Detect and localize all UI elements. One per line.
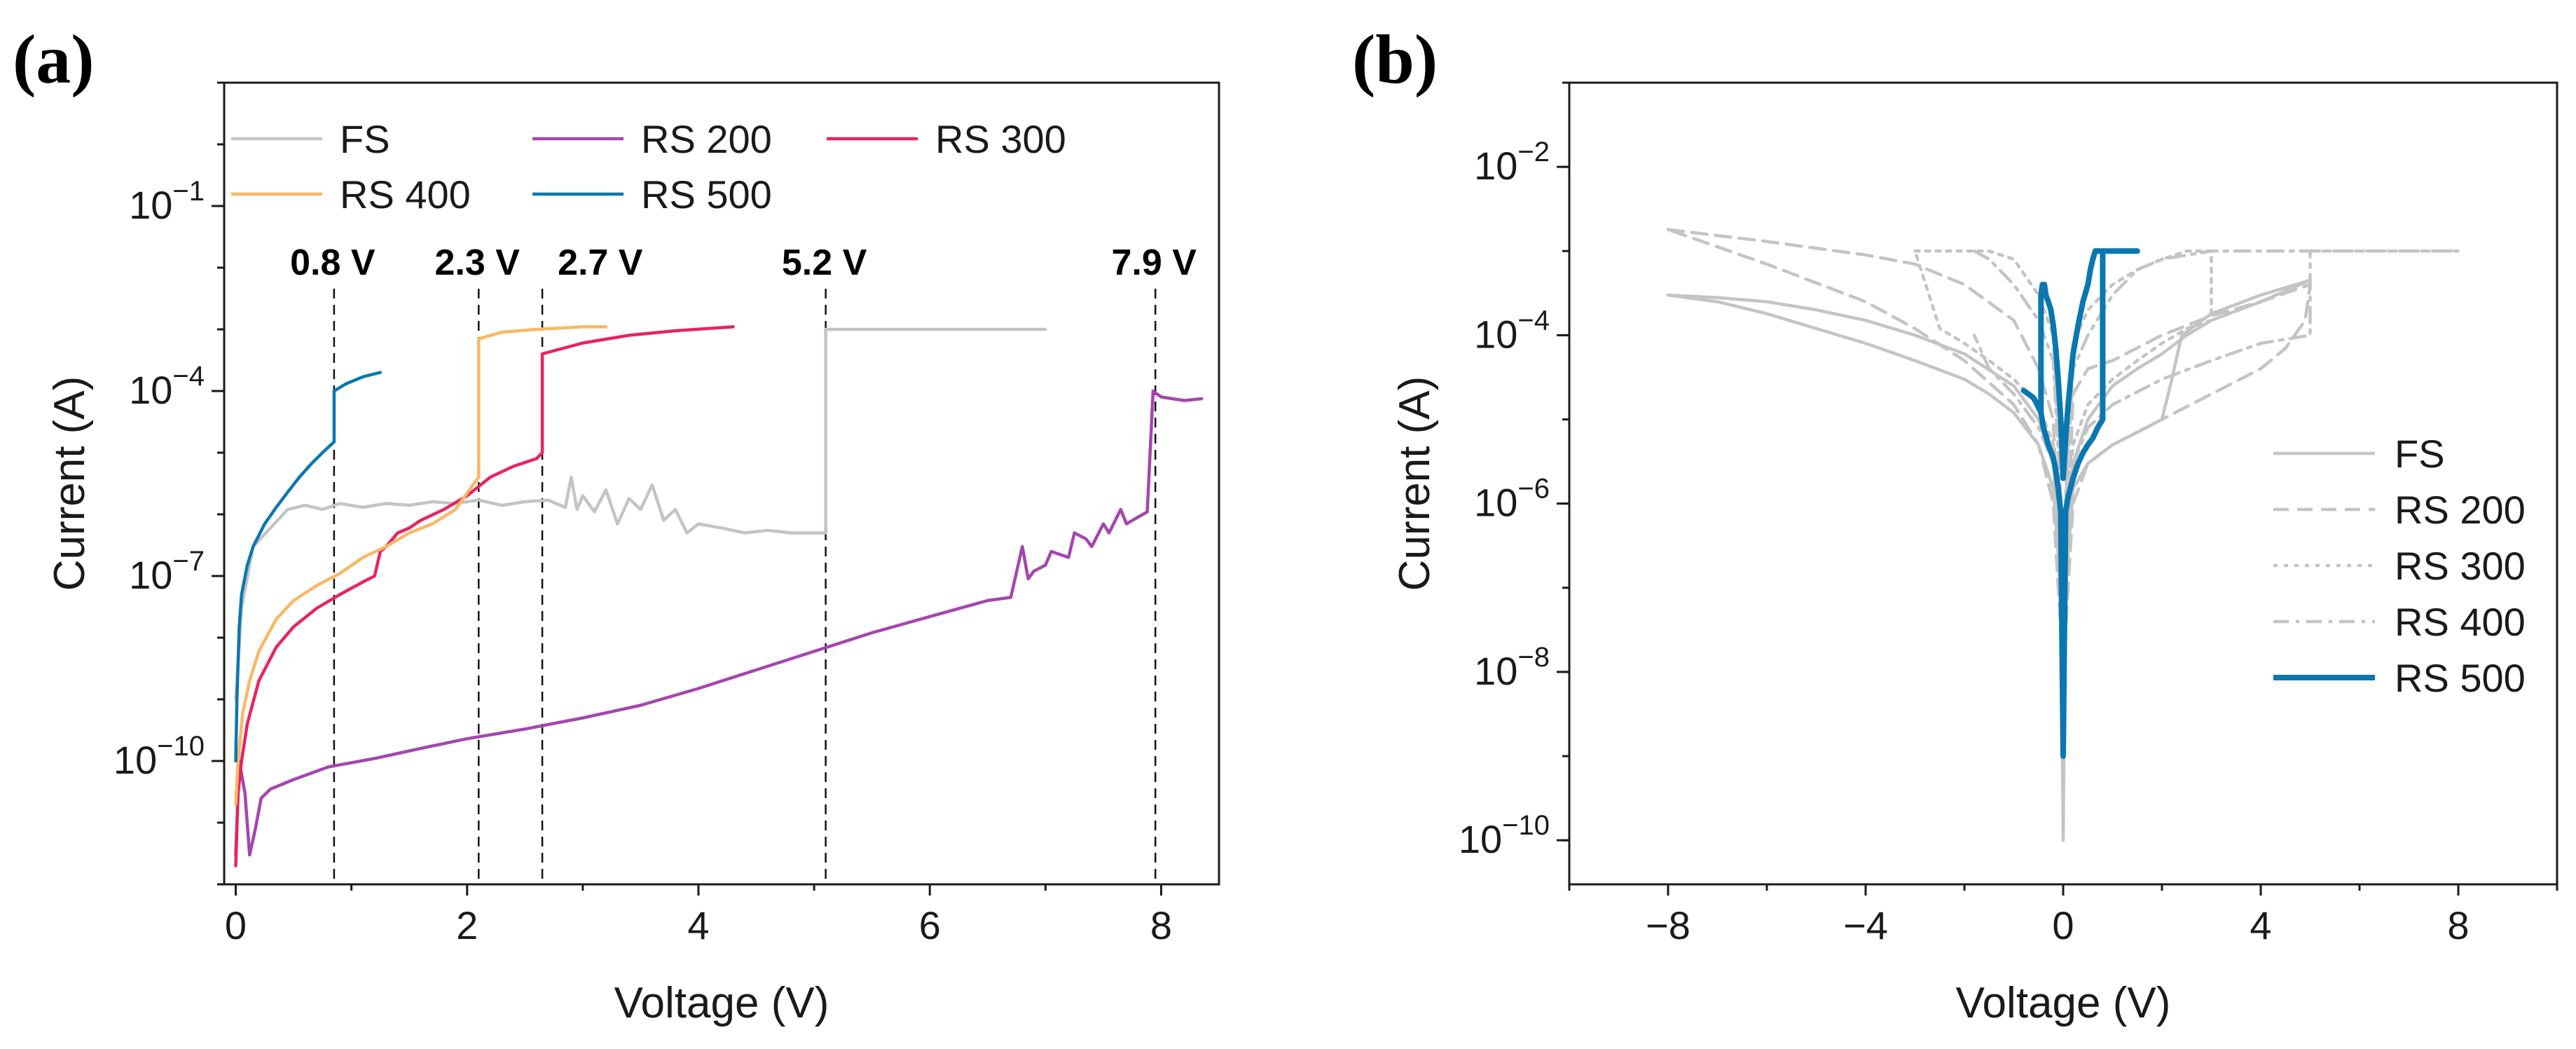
panel-a-annotation-5-2-v: 5.2 V	[782, 242, 867, 283]
panel-b-legend: FS RS 200 RS 300 RS 400 RS 500	[2273, 432, 2526, 700]
panel-b-xtick-label: −8	[1646, 903, 1690, 947]
panel-b-legend-label-rs-200: RS 200	[2395, 488, 2526, 532]
panel-b-ytick-label: 10−2	[1474, 137, 1550, 188]
panel-a-ytick-exp: −4	[172, 361, 205, 392]
panel-b-series-rs-500	[2020, 248, 2140, 760]
panel-b-legend-label-fs: FS	[2395, 432, 2445, 476]
panel-a-xtick-label: 0	[225, 903, 247, 947]
panel-b-ytick-label: 10−8	[1474, 642, 1550, 693]
panel-b-series-fs	[1666, 278, 2312, 842]
panel-b-ytick-base: 10	[1459, 817, 1502, 861]
panel-b-xtick-label: 4	[2250, 903, 2271, 947]
panel-b-ytick-base: 10	[1474, 144, 1517, 188]
panel-b-series-rs-300	[1913, 249, 2213, 549]
panel-a-ytick-base: 10	[129, 183, 172, 227]
panel-a-xtick-label: 2	[456, 903, 478, 947]
panel-a-ytick-label: 10−10	[113, 731, 205, 782]
panel-b-ytick-label: 10−6	[1474, 474, 1550, 525]
panel-b-label: (b)	[1352, 20, 1438, 98]
panel-b-x-axis-title: Voltage (V)	[1956, 979, 2171, 1027]
panel-a-series-fs	[234, 327, 1047, 701]
panel-a-series-rs-200	[234, 389, 1204, 857]
panel-b-series-rs-200	[1666, 228, 2312, 674]
panel-b-ytick-label: 10−4	[1474, 305, 1550, 356]
panel-a-legend-label-rs-200: RS 200	[641, 117, 772, 161]
panel-a-xtick-label: 4	[687, 903, 709, 947]
panel-a-ytick-exp: −7	[172, 546, 205, 577]
panel-a-series-rs-500	[234, 371, 383, 763]
panel-a-ytick-label: 10−4	[129, 361, 205, 412]
panel-a-annotation-2-7-v: 2.7 V	[558, 242, 643, 283]
panel-a-label: (a)	[13, 20, 95, 98]
panel-b-ytick-base: 10	[1474, 481, 1517, 525]
panel-b-ytick-exp: −4	[1517, 305, 1550, 336]
panel-b-ytick-exp: −8	[1517, 642, 1550, 673]
panel-a-annotation-7-9-v: 7.9 V	[1111, 242, 1197, 283]
panel-a-ytick-exp: −1	[172, 176, 205, 207]
panel-a-series-rs-400	[234, 325, 608, 806]
panel-b-legend-label-rs-300: RS 300	[2395, 544, 2526, 588]
panel-a-chart: 0.8 V 2.3 V 2.7 V 5.2 V 7.9 V0 2 4 6 810−1010−71…	[46, 81, 1220, 1027]
panel-a-ytick-exp: −10	[157, 731, 205, 762]
panel-b-xtick-label: −4	[1843, 903, 1888, 947]
panel-a-y-axis-title: Current (A)	[46, 376, 94, 591]
panel-b-ytick-exp: −2	[1517, 137, 1550, 167]
panel-a-ytick-label: 10−7	[129, 546, 205, 597]
panel-a-legend-label-rs-500: RS 500	[641, 172, 772, 217]
panel-a-ytick-label: 10−1	[129, 176, 205, 227]
panel-b-plot-area	[1666, 228, 2460, 842]
panel-a-legend: FS RS 200 RS 300 RS 400 RS 500	[231, 117, 1066, 217]
panel-b-ytick-exp: −10	[1502, 810, 1550, 841]
panel-b-y-axis-title: Current (A)	[1391, 376, 1439, 591]
panel-b-xtick-label: 8	[2447, 903, 2469, 947]
panel-a-plot-area	[234, 325, 1204, 868]
panel-a-series-rs-300	[234, 325, 735, 868]
panel-b-ytick-base: 10	[1474, 649, 1517, 693]
panel-a-ytick-base: 10	[113, 738, 157, 782]
panel-b-legend-label-rs-400: RS 400	[2395, 600, 2526, 644]
panel-a-xtick-label: 8	[1150, 903, 1172, 947]
panel-a-frame	[223, 81, 1220, 886]
panel-a-legend-label-rs-300: RS 300	[935, 117, 1066, 161]
panel-a-annotation-2-3-v: 2.3 V	[435, 242, 521, 283]
panel-b-legend-label-rs-500: RS 500	[2395, 656, 2526, 700]
panel-a-legend-label-rs-400: RS 400	[340, 172, 471, 217]
panel-b-xtick-label: 0	[2052, 903, 2074, 947]
panel-b-ytick-label: 10−10	[1459, 810, 1550, 861]
panel-a-ytick-base: 10	[129, 553, 172, 597]
panel-a-xtick-label: 6	[919, 903, 941, 947]
panel-b-ytick-base: 10	[1474, 312, 1517, 356]
panel-a-annotation-0-8-v: 0.8 V	[290, 242, 376, 283]
panel-a-legend-label-fs: FS	[340, 117, 390, 161]
panel-b-ytick-exp: −6	[1517, 474, 1550, 505]
panel-a-ytick-base: 10	[129, 368, 172, 412]
panel-a-x-axis-title: Voltage (V)	[614, 979, 829, 1027]
